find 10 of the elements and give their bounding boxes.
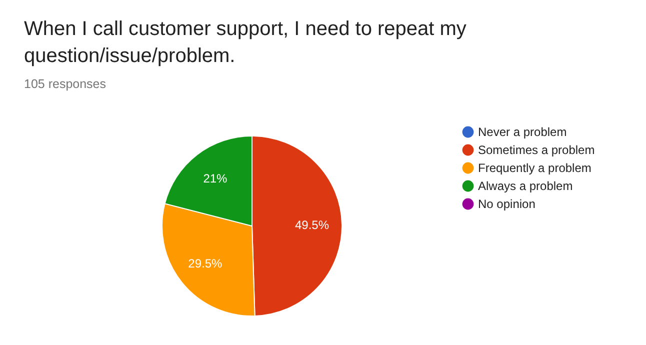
legend-label: Never a problem <box>478 125 567 139</box>
chart-subtitle: 105 responses <box>24 77 106 91</box>
data-label: 21% <box>203 172 228 186</box>
legend-label: Sometimes a problem <box>478 143 595 157</box>
legend-label: Frequently a problem <box>478 161 592 175</box>
data-label: 29.5% <box>188 256 223 271</box>
data-label: 49.5% <box>294 218 330 232</box>
legend-label: No opinion <box>478 197 536 211</box>
legend-label: Always a problem <box>478 179 573 193</box>
chart-title: When I call customer support, I need to repeat my question/issue/problem. <box>24 17 468 69</box>
